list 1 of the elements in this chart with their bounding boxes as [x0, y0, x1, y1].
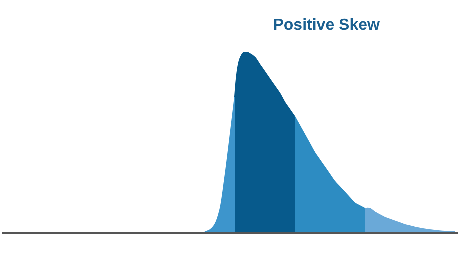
chart-title: Positive Skew [273, 16, 381, 34]
